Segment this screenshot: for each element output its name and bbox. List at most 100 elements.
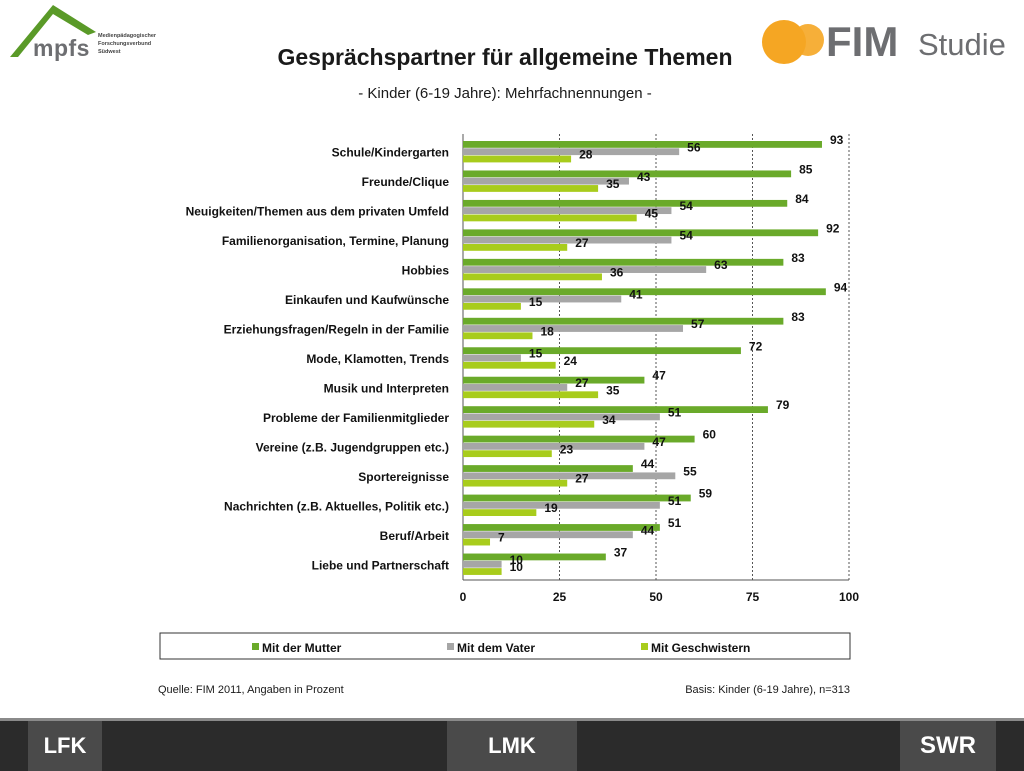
footer-bar: LFK LMK SWR: [0, 718, 1024, 771]
bar-mutter: [463, 435, 695, 443]
data-label: 45: [645, 207, 659, 221]
bar-geschwister: [463, 450, 552, 458]
data-label: 83: [791, 310, 805, 324]
category-label: Sportereignisse: [358, 470, 449, 484]
mpfs-subtitle-line: Südwest: [98, 49, 121, 55]
data-label: 79: [776, 398, 790, 412]
data-label: 37: [614, 546, 628, 560]
bar-mutter: [463, 347, 741, 355]
lmk-logo-text: LMK: [488, 733, 536, 758]
category-label: Vereine (z.B. Jugendgruppen etc.): [256, 440, 449, 454]
bar-mutter: [463, 199, 788, 207]
legend-label: Mit dem Vater: [457, 641, 535, 655]
data-label: 56: [687, 140, 701, 154]
chart-subtitle: - Kinder (6-19 Jahre): Mehrfachnennungen…: [358, 85, 652, 102]
data-label: 57: [691, 317, 705, 331]
data-label: 92: [826, 221, 840, 235]
source-note: Quelle: FIM 2011, Angaben in Prozent: [158, 684, 344, 696]
category-label: Probleme der Familienmitglieder: [263, 411, 449, 425]
bar-vater: [463, 295, 622, 303]
bar-vater: [463, 384, 568, 391]
data-label: 55: [683, 464, 697, 478]
bar-geschwister: [463, 244, 568, 251]
data-label: 83: [791, 251, 805, 265]
bar-geschwister: [463, 538, 491, 546]
data-label: 19: [544, 501, 558, 515]
bar-vater: [463, 501, 660, 509]
basis-note: Basis: Kinder (6-19 Jahre), n=313: [685, 684, 850, 696]
bar-vater: [463, 266, 707, 273]
bar-mutter: [463, 406, 768, 413]
bar-vater: [463, 472, 676, 480]
data-label: 72: [749, 339, 763, 353]
data-label: 15: [529, 295, 543, 309]
legend-swatch: [252, 643, 259, 650]
data-label: 15: [529, 347, 543, 361]
data-label: 23: [560, 442, 574, 456]
data-label: 35: [606, 383, 620, 397]
data-label: 63: [714, 258, 728, 272]
bar-mutter: [463, 553, 606, 561]
data-label: 84: [795, 192, 809, 206]
category-label: Nachrichten (z.B. Aktuelles, Politik etc…: [224, 499, 449, 513]
bar-mutter: [463, 465, 633, 472]
bar-vater: [463, 236, 672, 244]
swr-logo-text: SWR: [920, 732, 976, 759]
bar-mutter: [463, 229, 819, 237]
data-label: 47: [652, 435, 666, 449]
bar-geschwister: [463, 391, 599, 399]
data-label: 51: [668, 516, 682, 530]
bar-geschwister: [463, 302, 521, 310]
data-label: 51: [668, 494, 682, 508]
category-label: Beruf/Arbeit: [380, 529, 449, 543]
fim-logo: FIM: [826, 18, 899, 65]
data-label: 28: [579, 148, 593, 162]
category-label: Freunde/Clique: [362, 175, 450, 189]
data-label: 44: [641, 523, 655, 537]
lfk-logo: LFK: [28, 721, 102, 771]
data-label: 94: [834, 280, 848, 294]
data-label: 10: [510, 553, 524, 567]
mpfs-subtitle-line: Medienpädagogischer: [98, 33, 157, 39]
x-tick-label: 0: [460, 590, 467, 604]
data-label: 27: [575, 376, 589, 390]
bar-geschwister: [463, 332, 533, 340]
data-label: 35: [606, 177, 620, 191]
x-tick-label: 25: [553, 590, 567, 604]
chart-title: Gesprächspartner für allgemeine Themen: [277, 44, 733, 70]
bar-mutter: [463, 317, 784, 325]
category-label: Mode, Klamotten, Trends: [306, 352, 449, 366]
lfk-logo-text: LFK: [43, 733, 87, 758]
data-label: 36: [610, 265, 624, 279]
bar-vater: [463, 354, 521, 362]
data-label: 47: [652, 369, 666, 383]
bar-mutter: [463, 288, 826, 296]
data-label: 34: [602, 413, 616, 427]
data-label: 10: [510, 560, 524, 574]
legend-swatch: [641, 643, 648, 650]
fim-logo-studie: Studie: [918, 27, 1006, 62]
data-label: 93: [830, 133, 844, 147]
bar-geschwister: [463, 420, 595, 428]
bar-vater: [463, 177, 629, 185]
bar-mutter: [463, 170, 792, 178]
data-label: 24: [564, 354, 578, 368]
bar-mutter: [463, 141, 822, 148]
legend-swatch: [447, 643, 454, 650]
bar-geschwister: [463, 185, 599, 192]
category-label: Familienorganisation, Termine, Planung: [222, 234, 449, 248]
category-label: Erziehungsfragen/Regeln in der Familie: [224, 323, 450, 337]
category-label: Einkaufen und Kaufwünsche: [285, 293, 449, 307]
data-label: 43: [637, 170, 651, 184]
bar-geschwister: [463, 214, 637, 222]
bar-vater: [463, 207, 672, 215]
bar-mutter: [463, 494, 691, 502]
mpfs-logo: mpfs: [33, 35, 90, 61]
data-label: 27: [575, 472, 589, 486]
bar-vater: [463, 531, 633, 539]
data-label: 44: [641, 457, 655, 471]
lmk-logo: LMK: [447, 721, 577, 771]
mpfs-subtitle-line: Forschungsverbund: [98, 41, 152, 47]
data-label: 27: [575, 236, 589, 250]
x-tick-label: 75: [746, 590, 760, 604]
